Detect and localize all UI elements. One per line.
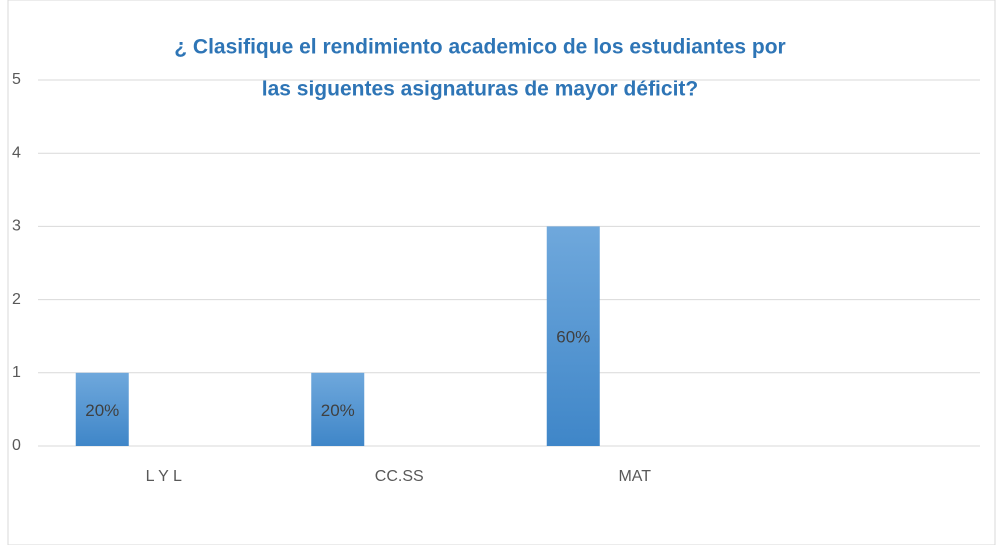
y-tick-label: 2 (12, 291, 21, 308)
x-tick-label: MAT (618, 468, 651, 485)
y-tick-label: 5 (12, 71, 21, 88)
chart-title: las siguentes asignaturas de mayor défic… (262, 78, 698, 101)
y-tick-label: 3 (12, 218, 21, 235)
bar (75, 372, 129, 446)
x-tick-label: L Y L (146, 468, 182, 485)
value-label: 60% (556, 328, 590, 347)
x-tick-label: CC.SS (375, 468, 424, 485)
chart-title: ¿ Clasifique el rendimiento academico de… (174, 36, 785, 59)
value-label: 20% (321, 401, 355, 420)
value-label: 20% (85, 401, 119, 420)
y-tick-label: 1 (12, 364, 21, 381)
bar (311, 372, 365, 446)
y-tick-label: 4 (12, 144, 21, 161)
bar (546, 226, 600, 446)
frame (7, 0, 996, 545)
y-tick-label: 0 (12, 437, 21, 454)
